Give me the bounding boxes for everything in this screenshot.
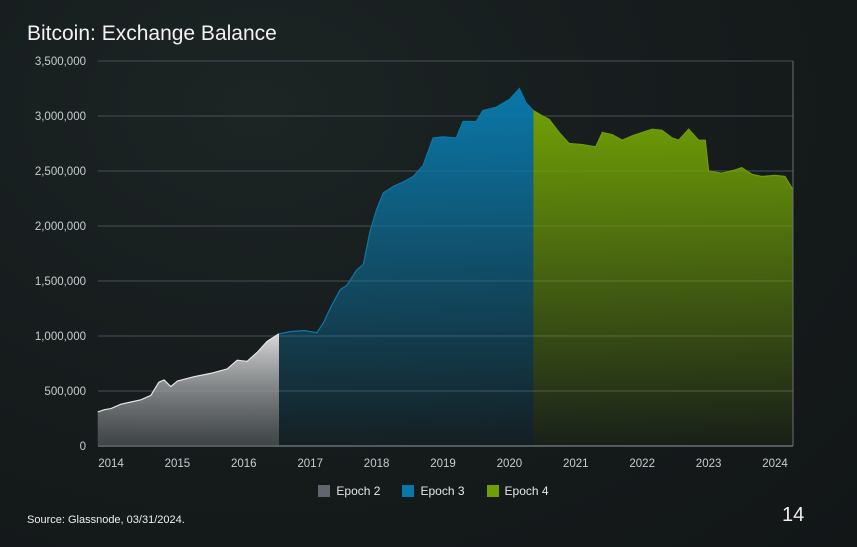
y-tick-label: 500,000 bbox=[44, 386, 86, 398]
source-note: Source: Glassnode, 03/31/2024. bbox=[27, 514, 185, 526]
legend-label: Epoch 3 bbox=[420, 484, 465, 498]
x-tick-label: 2014 bbox=[98, 458, 124, 470]
x-tick-label: 2024 bbox=[762, 458, 788, 470]
x-tick-label: 2023 bbox=[696, 458, 722, 470]
legend-item: Epoch 3 bbox=[402, 484, 465, 498]
legend-label: Epoch 4 bbox=[504, 484, 549, 498]
y-tick-label: 1,500,000 bbox=[35, 276, 86, 288]
y-tick-label: 3,500,000 bbox=[35, 56, 86, 68]
line-epoch-2 bbox=[97, 333, 280, 413]
area-epoch-2 bbox=[97, 333, 279, 446]
legend: Epoch 2 Epoch 3 Epoch 4 bbox=[0, 484, 857, 498]
legend-item: Epoch 2 bbox=[318, 484, 380, 498]
chart-title: Bitcoin: Exchange Balance bbox=[27, 22, 277, 45]
legend-swatch bbox=[402, 485, 415, 497]
x-tick-label: 2019 bbox=[430, 458, 456, 470]
y-tick-label: 3,000,000 bbox=[35, 111, 86, 123]
legend-swatch bbox=[486, 485, 499, 497]
line-epoch-3 bbox=[278, 87, 534, 335]
x-tick-label: 2017 bbox=[297, 458, 323, 470]
x-tick-label: 2016 bbox=[231, 458, 257, 470]
y-tick-label: 2,000,000 bbox=[35, 221, 86, 233]
area-epoch-3 bbox=[278, 88, 534, 446]
legend-swatch bbox=[318, 485, 331, 497]
line-epoch-4 bbox=[532, 109, 794, 191]
area-epoch-4 bbox=[533, 110, 793, 446]
x-tick-label: 2021 bbox=[563, 458, 589, 470]
x-tick-label: 2015 bbox=[165, 458, 191, 470]
y-tick-label: 2,500,000 bbox=[35, 166, 86, 178]
legend-label: Epoch 2 bbox=[336, 484, 381, 498]
page-number: 14 bbox=[782, 504, 805, 526]
y-tick-label: 1,000,000 bbox=[35, 331, 86, 343]
x-tick-label: 2022 bbox=[629, 458, 655, 470]
x-tick-label: 2018 bbox=[364, 458, 390, 470]
x-tick-label: 2020 bbox=[497, 458, 523, 470]
y-tick-label: 0 bbox=[80, 441, 86, 453]
legend-item: Epoch 4 bbox=[486, 484, 549, 498]
